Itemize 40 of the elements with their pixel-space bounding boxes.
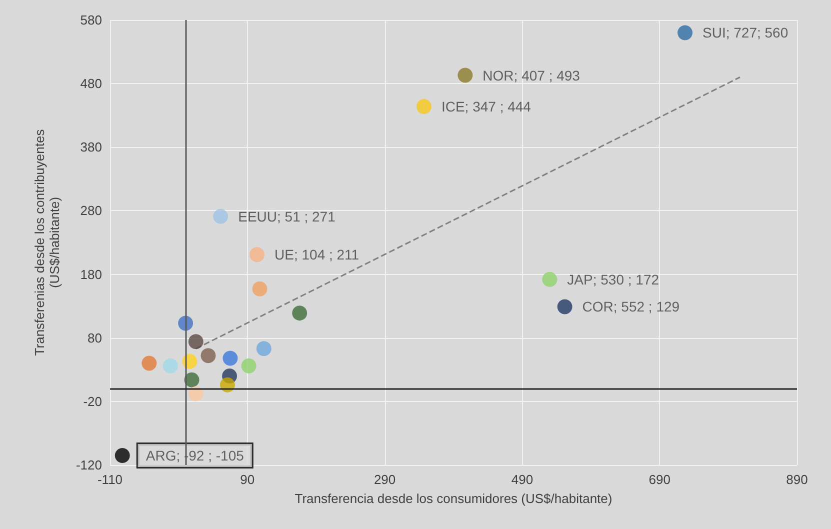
data-label: EEUU; 51 ; 271 <box>238 208 336 224</box>
y-tick-label: 480 <box>80 76 102 92</box>
y-tick-label: 280 <box>80 203 102 218</box>
x-tick-label: 690 <box>648 472 670 487</box>
point <box>416 98 432 114</box>
y-tick-label: -120 <box>76 458 102 472</box>
x-axis-title: Transferencia desde los consumidores (US$/habitante) <box>294 491 612 506</box>
point <box>162 358 178 374</box>
data-label: ICE; 347 ; 444 <box>441 98 532 114</box>
point <box>200 348 216 364</box>
y-tick-label: 180 <box>80 266 102 282</box>
point <box>458 68 473 83</box>
point <box>542 272 558 287</box>
data-label: UE; 104 ; 211 <box>274 246 360 263</box>
y-tick-label: -20 <box>83 394 102 409</box>
data-label: NOR; 407 ; 493 <box>482 67 580 84</box>
x-tick-label: 290 <box>374 472 396 487</box>
point <box>292 306 308 321</box>
point <box>114 448 130 463</box>
point <box>252 281 268 296</box>
point <box>188 334 204 350</box>
point <box>678 25 693 40</box>
data-label: SUI; 727; 560 <box>702 24 788 41</box>
data-label: JAP; 530 ; 172 <box>567 271 660 288</box>
point <box>142 356 157 371</box>
point <box>213 208 228 224</box>
x-tick-label: -110 <box>97 472 123 487</box>
point <box>256 341 272 356</box>
x-tick-label: 890 <box>786 472 808 487</box>
y-tick-label: 80 <box>88 330 102 346</box>
point <box>241 358 256 374</box>
data-label: COR; 552 ; 129 <box>582 298 680 315</box>
y-axis-title: Transferenias desde los contribuyentes (US$/habitante) <box>32 128 62 356</box>
point <box>557 299 572 314</box>
y-tick-label: 380 <box>80 140 102 155</box>
x-tick-label: 490 <box>511 472 534 487</box>
x-tick-label: 90 <box>240 472 255 487</box>
point <box>250 247 265 262</box>
y-tick-label: 580 <box>80 12 102 28</box>
point <box>222 350 238 366</box>
